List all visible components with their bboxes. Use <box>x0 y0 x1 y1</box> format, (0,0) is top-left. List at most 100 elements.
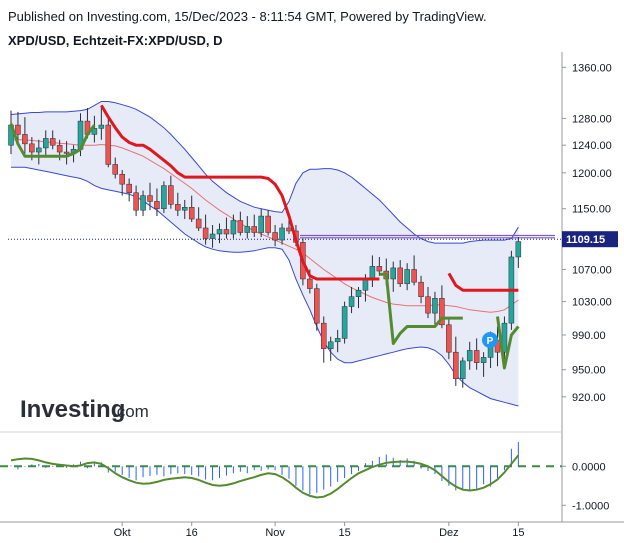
candle-body <box>147 195 153 202</box>
candle-body <box>286 227 292 232</box>
oscillator-tick-label: 0.0000 <box>572 461 606 473</box>
candle-body <box>230 220 237 235</box>
candle-body <box>202 227 209 239</box>
candle-body <box>411 269 417 283</box>
resistance-levels <box>8 234 562 240</box>
candle-body <box>63 151 70 154</box>
candle-body <box>22 134 28 145</box>
time-tick-label: 16 <box>186 527 198 539</box>
price-tick-label: 950.00 <box>572 365 606 377</box>
candle-body <box>355 289 362 297</box>
candle-body <box>182 206 188 211</box>
time-tick-label: Okt <box>114 527 131 539</box>
candle-body <box>133 192 139 211</box>
time-tick-label: 15 <box>512 527 524 539</box>
oscillator-pane <box>0 442 562 499</box>
price-tick-label: 1150.00 <box>572 204 611 216</box>
candle-body <box>105 124 112 165</box>
candle-body <box>244 226 251 233</box>
candle-body <box>439 298 445 326</box>
price-tick-label: 990.00 <box>572 330 606 342</box>
candle-body <box>348 296 355 307</box>
candle-body <box>154 201 160 209</box>
candle-body <box>279 227 285 241</box>
candle-body <box>161 185 167 209</box>
last-price-label: 1109.15 <box>566 234 605 246</box>
band-fill <box>11 101 519 406</box>
band-upper-line <box>10 101 519 244</box>
stop-line <box>100 104 519 292</box>
bollinger-bands <box>10 101 519 407</box>
price-tick-label: 1200.00 <box>572 168 612 180</box>
axes: 1360.00 1280.00 1240.00 1200.00 1150.00 1070.… <box>0 52 624 539</box>
candle-body <box>404 269 410 285</box>
last-price-box <box>562 231 618 248</box>
svg-text:P: P <box>487 336 494 347</box>
candle-body <box>397 267 403 285</box>
candle-body <box>49 138 56 146</box>
last-price-badge: 1109.15 <box>562 231 618 248</box>
oscillator-ticks: 0.0000 -1.0000 <box>562 461 609 512</box>
candle-body <box>376 266 383 272</box>
candle-body <box>418 281 424 297</box>
price-tick-label: 1030.00 <box>572 297 612 309</box>
price-tick-label: 1240.00 <box>572 140 612 152</box>
candle-body <box>466 350 473 362</box>
candle-body <box>432 298 438 314</box>
candle-body <box>36 147 42 153</box>
main-pane <box>8 101 562 407</box>
candle-body <box>188 206 195 220</box>
time-tick-label: Nov <box>265 527 285 539</box>
candle-body <box>112 164 118 175</box>
candle-body <box>251 226 257 233</box>
candle-body <box>446 324 452 353</box>
candle-body <box>321 322 327 349</box>
candle-body <box>29 143 35 153</box>
price-tick-label: 1280.00 <box>572 113 612 125</box>
oscillator-tick-label: -1.0000 <box>572 500 609 512</box>
candle-body <box>460 360 466 379</box>
candle-body <box>258 215 264 233</box>
candle-body <box>369 266 376 280</box>
oscillator-line <box>10 454 520 499</box>
candle-body <box>515 241 522 258</box>
candle-body <box>15 124 21 135</box>
band-lower-line <box>11 166 519 407</box>
candle-body <box>237 220 244 233</box>
logo-suffix: .com <box>112 402 149 421</box>
candle-body <box>473 350 480 363</box>
price-tick-label: 920.00 <box>572 392 606 404</box>
time-tick-label: 15 <box>338 527 350 539</box>
candle-body <box>168 185 174 205</box>
candle-body <box>195 218 202 229</box>
candle-body <box>501 322 508 353</box>
price-tick-label: 1360.00 <box>572 62 612 74</box>
candle-body <box>98 124 105 129</box>
candle-body <box>425 296 431 314</box>
candle-body <box>480 357 487 363</box>
candle-body <box>307 278 313 289</box>
published-caption: Published on Investing.com, 15/Dec/2023 … <box>8 9 487 24</box>
candle-body <box>140 195 146 211</box>
candle-body <box>453 351 459 379</box>
symbol-title: XPD/USD, Echtzeit-FX:XPD/USD, D <box>8 33 223 48</box>
candle-body <box>216 229 223 235</box>
candle-body <box>223 229 230 235</box>
candle-body <box>175 204 181 211</box>
candle-body <box>390 267 396 280</box>
p-marker-icon: P <box>482 332 498 348</box>
investing-logo: Investing .com <box>20 396 149 423</box>
candle-body <box>209 233 216 239</box>
time-tick-label: Dez <box>439 527 459 539</box>
overlay-lines <box>9 104 520 370</box>
candle-body <box>91 128 98 135</box>
candle-body <box>272 232 278 241</box>
time-ticks: Okt 16 Nov 15 Dez 15 <box>114 522 524 539</box>
candle-body <box>341 306 348 339</box>
price-ticks: 1360.00 1280.00 1240.00 1200.00 1150.00 1070.… <box>562 62 612 404</box>
trend-line <box>9 123 520 370</box>
candle-body <box>119 173 125 185</box>
candle-body <box>334 338 341 343</box>
candle-body <box>327 341 334 349</box>
